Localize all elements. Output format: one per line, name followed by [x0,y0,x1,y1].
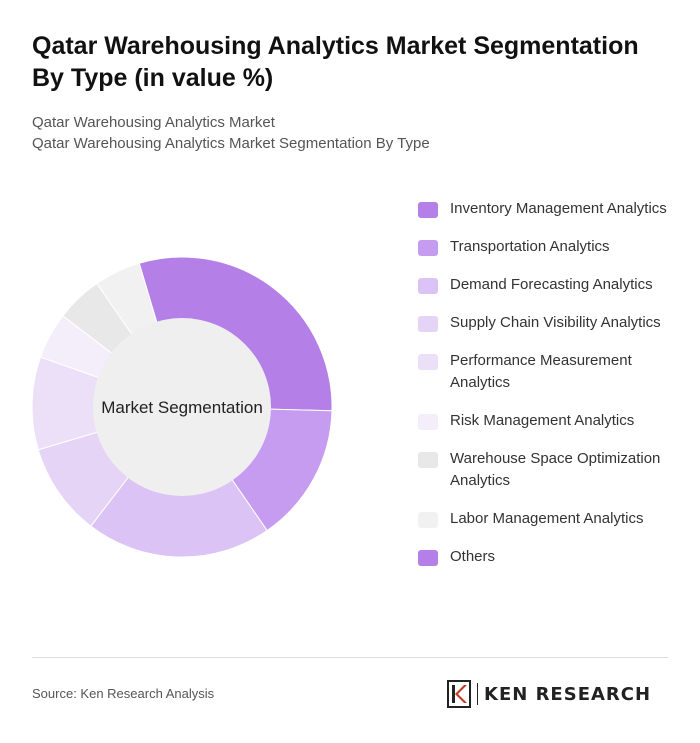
legend-item: Labor Management Analytics [418,508,688,530]
legend-item: Transportation Analytics [418,236,688,258]
brand-name: KEN RESEARCH [484,683,652,705]
donut-center-label: Market Segmentation [101,398,263,417]
chart-subtitle-line1: Qatar Warehousing Analytics Market [32,114,275,131]
chart-title: Qatar Warehousing Analytics Market Segme… [32,32,639,92]
logo-separator [477,683,478,705]
legend-swatch [418,278,438,294]
legend-item: Inventory Management Analytics [418,198,688,220]
legend-swatch [418,316,438,332]
legend-swatch [418,202,438,218]
legend-label: Inventory Management Analytics [450,200,667,217]
legend-label: Transportation Analytics [450,238,610,255]
source-note: Source: Ken Research Analysis [32,686,215,701]
legend-swatch [418,240,438,256]
legend-label: Risk Management Analytics [450,412,635,429]
legend-swatch [418,512,438,528]
legend-swatch [418,550,438,566]
legend-item: Supply Chain Visibility Analytics [418,312,688,334]
legend-swatch [418,414,438,430]
legend-item: Warehouse Space Optimization Analytics [418,448,688,492]
legend-item: Others [418,546,688,568]
donut-chart: Market Segmentation [31,256,333,558]
legend-label: Demand Forecasting Analytics [450,276,653,293]
legend-item: Risk Management Analytics [418,410,688,432]
legend-swatch [418,354,438,370]
brand-logo: KEN RESEARCH [447,680,651,708]
footer-divider [32,657,668,658]
legend-swatch [418,452,438,468]
chart-subtitle-line2: Qatar Warehousing Analytics Market Segme… [32,135,430,152]
legend-label: Warehouse Space Optimization Analytics [450,450,661,489]
donut-center-disc [93,318,271,496]
legend-label: Others [450,548,496,565]
legend-label: Performance Measurement Analytics [450,352,632,391]
ken-research-logo-icon [447,680,471,708]
chart-legend: Inventory Management Analytics Transporta… [418,198,688,584]
legend-label: Supply Chain Visibility Analytics [450,314,661,331]
legend-item: Demand Forecasting Analytics [418,274,688,296]
donut-chart-container: Market Segmentation [20,245,350,575]
legend-item: Performance Measurement Analytics [418,350,688,394]
legend-label: Labor Management Analytics [450,510,644,527]
